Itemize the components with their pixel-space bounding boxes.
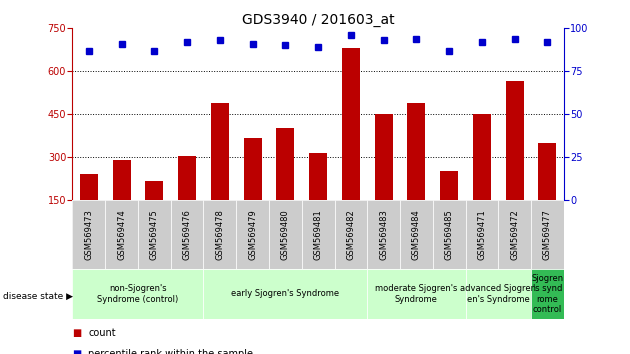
Bar — [335, 200, 367, 269]
Text: GSM569472: GSM569472 — [510, 209, 519, 260]
Text: GSM569475: GSM569475 — [150, 209, 159, 260]
Text: Sjogren
's synd
rome
control: Sjogren 's synd rome control — [532, 274, 563, 314]
Bar — [367, 200, 400, 269]
Bar — [269, 200, 302, 269]
Bar — [203, 269, 367, 319]
Bar — [506, 81, 524, 200]
Bar — [72, 269, 203, 319]
Bar — [342, 48, 360, 200]
Text: count: count — [88, 328, 116, 338]
Bar — [309, 153, 327, 200]
Text: non-Sjogren's
Syndrome (control): non-Sjogren's Syndrome (control) — [98, 284, 178, 303]
Title: GDS3940 / 201603_at: GDS3940 / 201603_at — [242, 13, 394, 27]
Bar — [80, 174, 98, 200]
Bar — [105, 200, 138, 269]
Text: GSM569473: GSM569473 — [84, 209, 93, 260]
Text: GSM569476: GSM569476 — [183, 209, 192, 260]
Bar — [203, 200, 236, 269]
Bar — [473, 114, 491, 200]
Text: moderate Sjogren's
Syndrome: moderate Sjogren's Syndrome — [375, 284, 457, 303]
Text: GSM569474: GSM569474 — [117, 209, 126, 260]
Bar — [72, 200, 105, 269]
Text: GSM569471: GSM569471 — [478, 209, 486, 260]
Text: GSM569479: GSM569479 — [248, 209, 257, 260]
Bar — [466, 269, 531, 319]
Text: GSM569483: GSM569483 — [379, 209, 388, 260]
Bar — [211, 103, 229, 200]
Text: GSM569484: GSM569484 — [412, 209, 421, 260]
Bar — [302, 200, 335, 269]
Bar — [498, 200, 531, 269]
Bar — [433, 200, 466, 269]
Text: ■: ■ — [72, 328, 82, 338]
Bar — [178, 156, 196, 200]
Bar — [277, 129, 294, 200]
Bar — [531, 200, 564, 269]
Bar — [400, 200, 433, 269]
Bar — [171, 200, 203, 269]
Text: GSM569482: GSM569482 — [346, 209, 355, 260]
Bar — [146, 181, 163, 200]
Bar — [539, 143, 556, 200]
Text: GSM569477: GSM569477 — [543, 209, 552, 260]
Text: ■: ■ — [72, 349, 82, 354]
Bar — [440, 171, 458, 200]
Text: GSM569478: GSM569478 — [215, 209, 224, 260]
Bar — [236, 200, 269, 269]
Bar — [244, 138, 261, 200]
Bar — [408, 103, 425, 200]
Text: advanced Sjogren
en's Syndrome: advanced Sjogren en's Syndrome — [461, 284, 536, 303]
Bar — [466, 200, 498, 269]
Bar — [531, 269, 564, 319]
Bar — [113, 160, 130, 200]
Text: GSM569485: GSM569485 — [445, 209, 454, 260]
Text: early Sjogren's Syndrome: early Sjogren's Syndrome — [231, 289, 340, 298]
Bar — [367, 269, 466, 319]
Text: GSM569481: GSM569481 — [314, 209, 323, 260]
Text: disease state ▶: disease state ▶ — [3, 292, 73, 301]
Bar — [375, 114, 392, 200]
Bar — [138, 200, 171, 269]
Text: GSM569480: GSM569480 — [281, 209, 290, 260]
Text: percentile rank within the sample: percentile rank within the sample — [88, 349, 253, 354]
